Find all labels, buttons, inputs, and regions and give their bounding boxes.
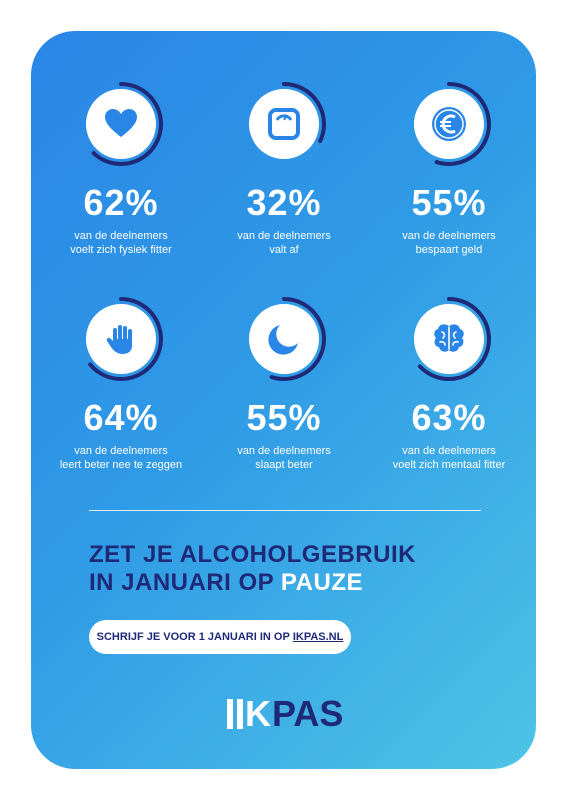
signup-button[interactable]: SCHRIJF JE VOOR 1 JANUARI IN OP IKPAS.NL (89, 620, 351, 654)
caption-line-1: van de deelnemers (204, 444, 364, 458)
stat-bespaart-geld: 55% van de deelnemers bespaart geld (369, 81, 529, 257)
caption-line-1: van de deelnemers (41, 229, 201, 243)
stat-nee-zeggen: 64% van de deelnemers leert beter nee te… (41, 296, 201, 472)
icon-disc (414, 89, 484, 159)
logo-bars (227, 699, 243, 729)
caption-line-2: leert beter nee te zeggen (41, 458, 201, 472)
caption-line-2: voelt zich mentaal fitter (369, 458, 529, 472)
heart-icon (101, 104, 141, 144)
stat-percent: 32% (204, 185, 364, 221)
icon-disc (414, 304, 484, 374)
divider (89, 510, 481, 511)
icon-disc (86, 89, 156, 159)
euro-icon (428, 103, 470, 145)
hand-icon (101, 319, 141, 359)
logo-k: K (245, 696, 270, 732)
scale-icon (264, 104, 304, 144)
logo-pas: PAS (272, 696, 343, 732)
caption-line-1: van de deelnemers (369, 444, 529, 458)
headline-line-2: IN JANUARI OP PAUZE (89, 569, 416, 597)
stat-percent: 55% (369, 185, 529, 221)
signup-text: SCHRIJF JE VOOR 1 JANUARI IN OP (97, 631, 290, 643)
stat-caption: van de deelnemers leert beter nee te zeg… (41, 444, 201, 472)
caption-line-2: valt af (204, 243, 364, 257)
headline-highlight: PAUZE (281, 569, 363, 596)
headline: ZET JE ALCOHOLGEBRUIK IN JANUARI OP PAUZ… (89, 541, 416, 597)
progress-ring (406, 296, 492, 382)
caption-line-2: voelt zich fysiek fitter (41, 243, 201, 257)
stat-percent: 62% (41, 185, 201, 221)
progress-ring (78, 81, 164, 167)
stat-fysiek-fitter: 62% van de deelnemers voelt zich fysiek … (41, 81, 201, 257)
logo-bar (237, 699, 243, 729)
headline-line-1: ZET JE ALCOHOLGEBRUIK (89, 541, 416, 569)
stat-valt-af: 32% van de deelnemers valt af (204, 81, 364, 257)
caption-line-2: bespaart geld (369, 243, 529, 257)
signup-link[interactable]: IKPAS.NL (293, 631, 344, 643)
stat-mentaal-fitter: 63% van de deelnemers voelt zich mentaal… (369, 296, 529, 472)
progress-ring (241, 296, 327, 382)
infographic-card: 62% van de deelnemers voelt zich fysiek … (31, 31, 536, 769)
stat-caption: van de deelnemers valt af (204, 229, 364, 257)
stat-caption: van de deelnemers slaapt beter (204, 444, 364, 472)
stat-slaapt-beter: 55% van de deelnemers slaapt beter (204, 296, 364, 472)
stat-caption: van de deelnemers bespaart geld (369, 229, 529, 257)
icon-disc (249, 89, 319, 159)
stat-percent: 63% (369, 400, 529, 436)
progress-ring (78, 296, 164, 382)
caption-line-1: van de deelnemers (369, 229, 529, 243)
caption-line-2: slaapt beter (204, 458, 364, 472)
stat-percent: 64% (41, 400, 201, 436)
caption-line-1: van de deelnemers (41, 444, 201, 458)
brain-icon (428, 318, 470, 360)
stat-caption: van de deelnemers voelt zich mentaal fit… (369, 444, 529, 472)
icon-disc (86, 304, 156, 374)
headline-line-2-prefix: IN JANUARI OP (89, 569, 281, 596)
progress-ring (406, 81, 492, 167)
caption-line-1: van de deelnemers (204, 229, 364, 243)
stat-caption: van de deelnemers voelt zich fysiek fitt… (41, 229, 201, 257)
moon-icon (264, 319, 304, 359)
ikpas-logo: K PAS (227, 692, 339, 736)
stat-percent: 55% (204, 400, 364, 436)
progress-ring (241, 81, 327, 167)
icon-disc (249, 304, 319, 374)
logo-bar (227, 699, 233, 729)
